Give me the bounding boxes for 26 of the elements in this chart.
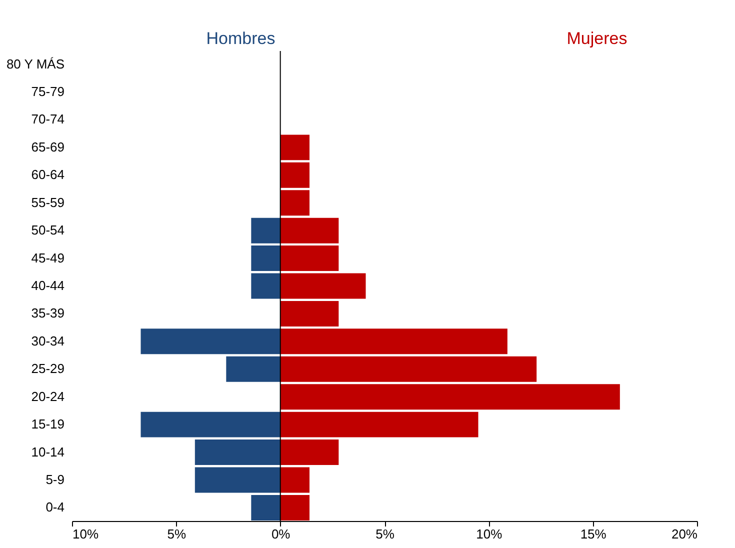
x-tick-label: 5% bbox=[376, 526, 395, 542]
y-tick-label: 5-9 bbox=[46, 472, 64, 487]
x-tick-label: 20% bbox=[671, 526, 698, 542]
x-tick-label: 5% bbox=[167, 526, 186, 542]
y-tick-label: 65-69 bbox=[31, 139, 64, 154]
x-tick-label: 0% bbox=[271, 526, 291, 542]
y-tick-label: 55-59 bbox=[31, 194, 64, 210]
x-tick-label: 10% bbox=[476, 526, 503, 542]
y-tick-label: 75-79 bbox=[31, 84, 64, 100]
y-tick-label: 60-64 bbox=[31, 167, 64, 182]
y-tick-label: 20-24 bbox=[31, 388, 64, 404]
y-tick-label: 30-34 bbox=[31, 333, 64, 348]
y-tick-label: 40-44 bbox=[31, 278, 64, 293]
y-tick-label: 10-14 bbox=[31, 444, 64, 460]
y-tick-label: 15-19 bbox=[31, 416, 64, 432]
x-tick-label: 10% bbox=[72, 526, 99, 542]
y-tick-label: 35-39 bbox=[31, 306, 64, 321]
y-tick-label: 50-54 bbox=[31, 222, 64, 238]
y-tick-label: 0-4 bbox=[46, 500, 64, 515]
y-tick-label: 45-49 bbox=[31, 250, 64, 266]
text: Hombres bbox=[206, 29, 276, 48]
x-tick-label: 15% bbox=[580, 526, 607, 542]
y-tick-label: 80 Y MÁS bbox=[6, 56, 65, 72]
y-tick-label: 25-29 bbox=[31, 361, 64, 376]
y-tick-label: 70-74 bbox=[31, 112, 64, 127]
text: Mujeres bbox=[566, 29, 628, 48]
